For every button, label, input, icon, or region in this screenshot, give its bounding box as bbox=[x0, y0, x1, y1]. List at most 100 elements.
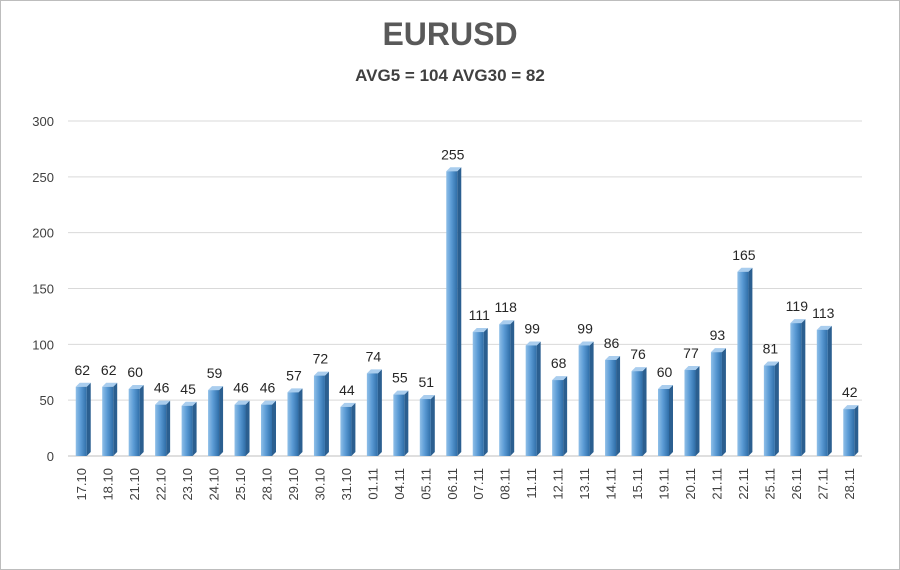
data-label: 57 bbox=[286, 367, 302, 383]
x-tick-label: 07.11 bbox=[471, 468, 486, 500]
bar-side bbox=[457, 167, 462, 456]
data-label: 44 bbox=[339, 382, 355, 398]
bar-side bbox=[536, 341, 541, 456]
bar-front bbox=[234, 404, 246, 456]
bar bbox=[658, 385, 673, 456]
y-tick-label: 100 bbox=[32, 337, 54, 352]
x-tick-label: 18.10 bbox=[101, 468, 116, 501]
data-label: 62 bbox=[101, 362, 117, 378]
bar-side bbox=[669, 385, 673, 456]
data-label: 74 bbox=[366, 348, 382, 364]
bar-top bbox=[446, 167, 462, 172]
bar-top bbox=[843, 405, 859, 410]
data-label: 60 bbox=[127, 364, 143, 380]
bar-top bbox=[472, 328, 488, 333]
bar-side bbox=[139, 385, 144, 456]
bar bbox=[393, 390, 409, 456]
bar-front bbox=[102, 386, 114, 456]
y-tick-label: 150 bbox=[32, 282, 54, 297]
data-label: 72 bbox=[313, 351, 329, 367]
chart-subtitle: AVG5 = 104 AVG30 = 82 bbox=[355, 66, 545, 85]
data-label: 68 bbox=[551, 355, 567, 371]
x-tick-label: 15.11 bbox=[630, 468, 645, 500]
bar-top bbox=[525, 341, 541, 346]
bar-side bbox=[377, 369, 382, 456]
bar-top bbox=[631, 367, 647, 372]
bar bbox=[181, 401, 197, 456]
bar-top bbox=[816, 325, 832, 330]
bar-front bbox=[525, 345, 537, 456]
bar bbox=[552, 376, 568, 456]
bar-front bbox=[393, 394, 405, 456]
bar-top bbox=[658, 385, 673, 389]
bar-side bbox=[563, 376, 568, 456]
bar-side bbox=[483, 328, 488, 456]
bar-top bbox=[234, 400, 250, 405]
bar-side bbox=[827, 325, 832, 456]
bar-front bbox=[366, 373, 378, 456]
y-tick-label: 50 bbox=[40, 393, 54, 408]
bar-side bbox=[589, 341, 594, 456]
bar-top bbox=[710, 348, 726, 353]
bar-top bbox=[578, 341, 594, 346]
bar bbox=[340, 402, 356, 456]
bar-side bbox=[748, 267, 753, 456]
bar-side bbox=[245, 400, 250, 456]
x-tick-label: 06.11 bbox=[445, 468, 460, 500]
x-axis-ticks: 17.10 18.10 21.10 22.10 23.10 24.10 25.10 28.10… bbox=[74, 468, 857, 501]
bar-front bbox=[181, 405, 193, 456]
data-labels: 62 62 60 46 45 59 46 46 57 72 44 74 55 51 255 111 118 99 6… bbox=[74, 146, 857, 400]
bar bbox=[843, 405, 859, 456]
bar-side bbox=[510, 320, 515, 456]
x-tick-label: 28.11 bbox=[842, 468, 857, 500]
bar-front bbox=[499, 324, 511, 456]
bar bbox=[366, 369, 382, 456]
chart-title: EURUSD bbox=[382, 16, 518, 52]
bar-top bbox=[340, 402, 356, 407]
bar-front bbox=[75, 386, 87, 456]
bar-side bbox=[166, 400, 171, 456]
x-tick-label: 31.10 bbox=[339, 468, 354, 501]
data-label: 55 bbox=[392, 370, 408, 386]
bar-front bbox=[843, 409, 855, 456]
data-label: 86 bbox=[604, 335, 620, 351]
data-label: 119 bbox=[786, 298, 809, 314]
bar-top bbox=[75, 382, 91, 387]
y-axis-ticks: 0 50 100 150 200 250 300 bbox=[32, 114, 54, 464]
data-label: 59 bbox=[207, 365, 223, 381]
x-tick-label: 17.10 bbox=[74, 468, 89, 501]
data-label: 93 bbox=[710, 327, 726, 343]
bar-side bbox=[801, 319, 806, 456]
x-tick-label: 21.11 bbox=[709, 468, 724, 500]
bar bbox=[208, 386, 224, 456]
bar bbox=[816, 325, 832, 456]
bar bbox=[763, 361, 779, 456]
bar-top bbox=[393, 390, 409, 395]
bar bbox=[525, 341, 541, 456]
bar-front bbox=[261, 404, 272, 456]
bar-top bbox=[155, 400, 171, 405]
bar-top bbox=[763, 361, 779, 366]
data-label: 45 bbox=[180, 381, 196, 397]
bar-side bbox=[774, 361, 779, 456]
bar bbox=[128, 385, 144, 456]
data-label: 255 bbox=[441, 146, 465, 162]
x-tick-label: 25.11 bbox=[762, 468, 777, 500]
data-label: 118 bbox=[495, 299, 518, 315]
bars bbox=[75, 167, 859, 456]
y-tick-label: 200 bbox=[32, 226, 54, 241]
bar-front bbox=[763, 365, 775, 456]
bar bbox=[684, 366, 700, 456]
bar-side bbox=[192, 401, 197, 456]
bar-front bbox=[287, 392, 299, 456]
x-tick-label: 12.11 bbox=[551, 468, 566, 500]
bar-side bbox=[695, 366, 700, 456]
bar bbox=[75, 382, 91, 456]
bar-front bbox=[313, 375, 325, 456]
bar-top bbox=[419, 395, 435, 400]
data-label: 99 bbox=[577, 320, 593, 336]
bar-top bbox=[261, 400, 276, 405]
bar bbox=[287, 388, 303, 456]
bar-side bbox=[404, 390, 409, 456]
x-tick-label: 30.10 bbox=[312, 468, 327, 501]
